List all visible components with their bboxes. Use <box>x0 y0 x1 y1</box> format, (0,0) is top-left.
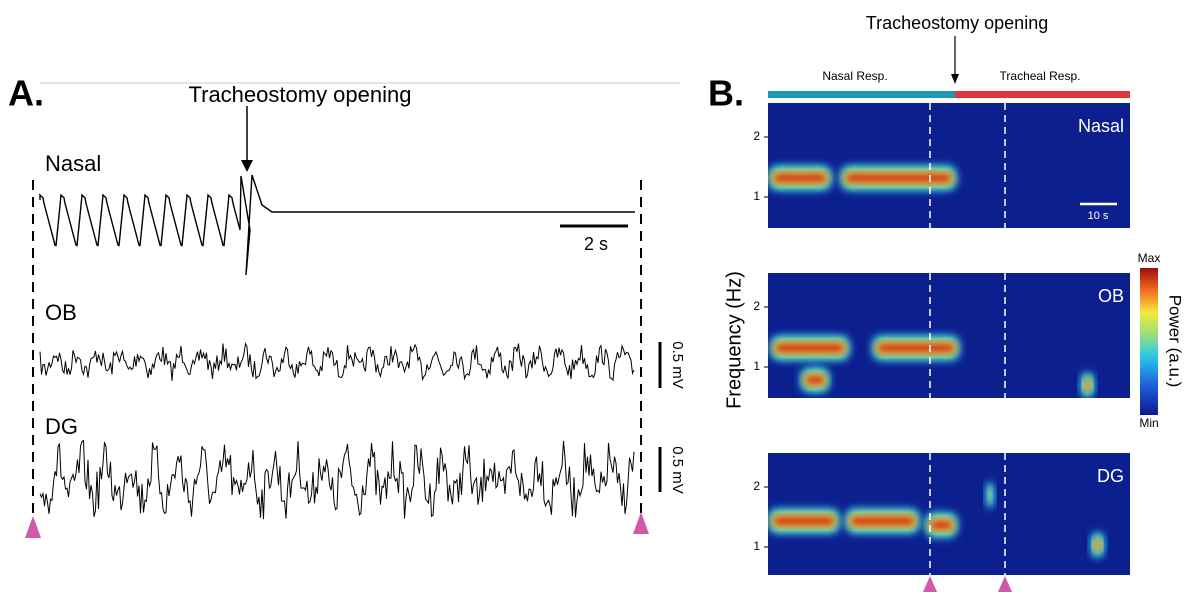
trace <box>39 174 635 276</box>
colorbar-title: Power (a.u.) <box>1166 295 1185 388</box>
spectrogram-label: DG <box>1097 466 1124 486</box>
y-tick-label: 1 <box>753 359 760 373</box>
power-band <box>775 344 845 352</box>
phase-bar <box>955 91 1130 98</box>
marker <box>25 516 41 538</box>
power-band <box>773 517 835 525</box>
power-band <box>805 376 825 384</box>
colorbar-max: Max <box>1138 251 1161 265</box>
y-tick-label: 2 <box>753 129 760 143</box>
power-band <box>1095 541 1100 549</box>
scale-label: 2 s <box>584 234 608 254</box>
trace-label: DG <box>45 414 78 439</box>
trace <box>39 439 635 520</box>
annotation: Tracheostomy opening <box>189 82 412 107</box>
spectrogram <box>768 453 1130 575</box>
y-tick-label: 1 <box>753 539 760 553</box>
trace <box>39 341 635 382</box>
y-tick-label: 1 <box>753 189 760 203</box>
trace-label: OB <box>45 300 77 325</box>
phase-label: Nasal Resp. <box>822 69 887 83</box>
marker <box>923 576 937 592</box>
power-band <box>845 174 952 182</box>
spectrogram-label: OB <box>1098 286 1124 306</box>
spectrograms: Nasal 2 1 10 s OB 2 1 DG 2 1 <box>753 103 1130 575</box>
power-band <box>877 344 955 352</box>
power-band <box>1085 381 1090 389</box>
scale-label: 0.5 mV <box>669 341 686 389</box>
power-band <box>988 487 992 503</box>
arrow-head <box>951 74 959 84</box>
marker <box>998 576 1012 592</box>
colorbar-min: Min <box>1139 416 1158 430</box>
spectrogram-label: Nasal <box>1078 116 1124 136</box>
y-axis-label: Frequency (Hz) <box>723 271 745 409</box>
scale-label: 10 s <box>1088 210 1109 222</box>
arrow-head <box>241 160 253 172</box>
power-band <box>930 521 953 529</box>
power-band <box>773 174 827 182</box>
trace-label: Nasal <box>45 151 101 176</box>
marker <box>633 512 649 534</box>
colorbar <box>1140 268 1158 415</box>
phase-bar <box>768 91 955 98</box>
spectrogram <box>768 103 1130 228</box>
traces <box>39 174 635 520</box>
y-tick-label: 2 <box>753 299 760 313</box>
y-tick-label: 2 <box>753 479 760 493</box>
panel-label: A. <box>8 73 44 114</box>
spectrogram <box>768 273 1130 398</box>
phase-label: Tracheal Resp. <box>1000 69 1081 83</box>
scale-label: 0.5 mV <box>669 446 686 494</box>
annotation: Tracheostomy opening <box>866 13 1048 33</box>
panel-label: B. <box>708 73 744 114</box>
power-band <box>850 517 915 525</box>
